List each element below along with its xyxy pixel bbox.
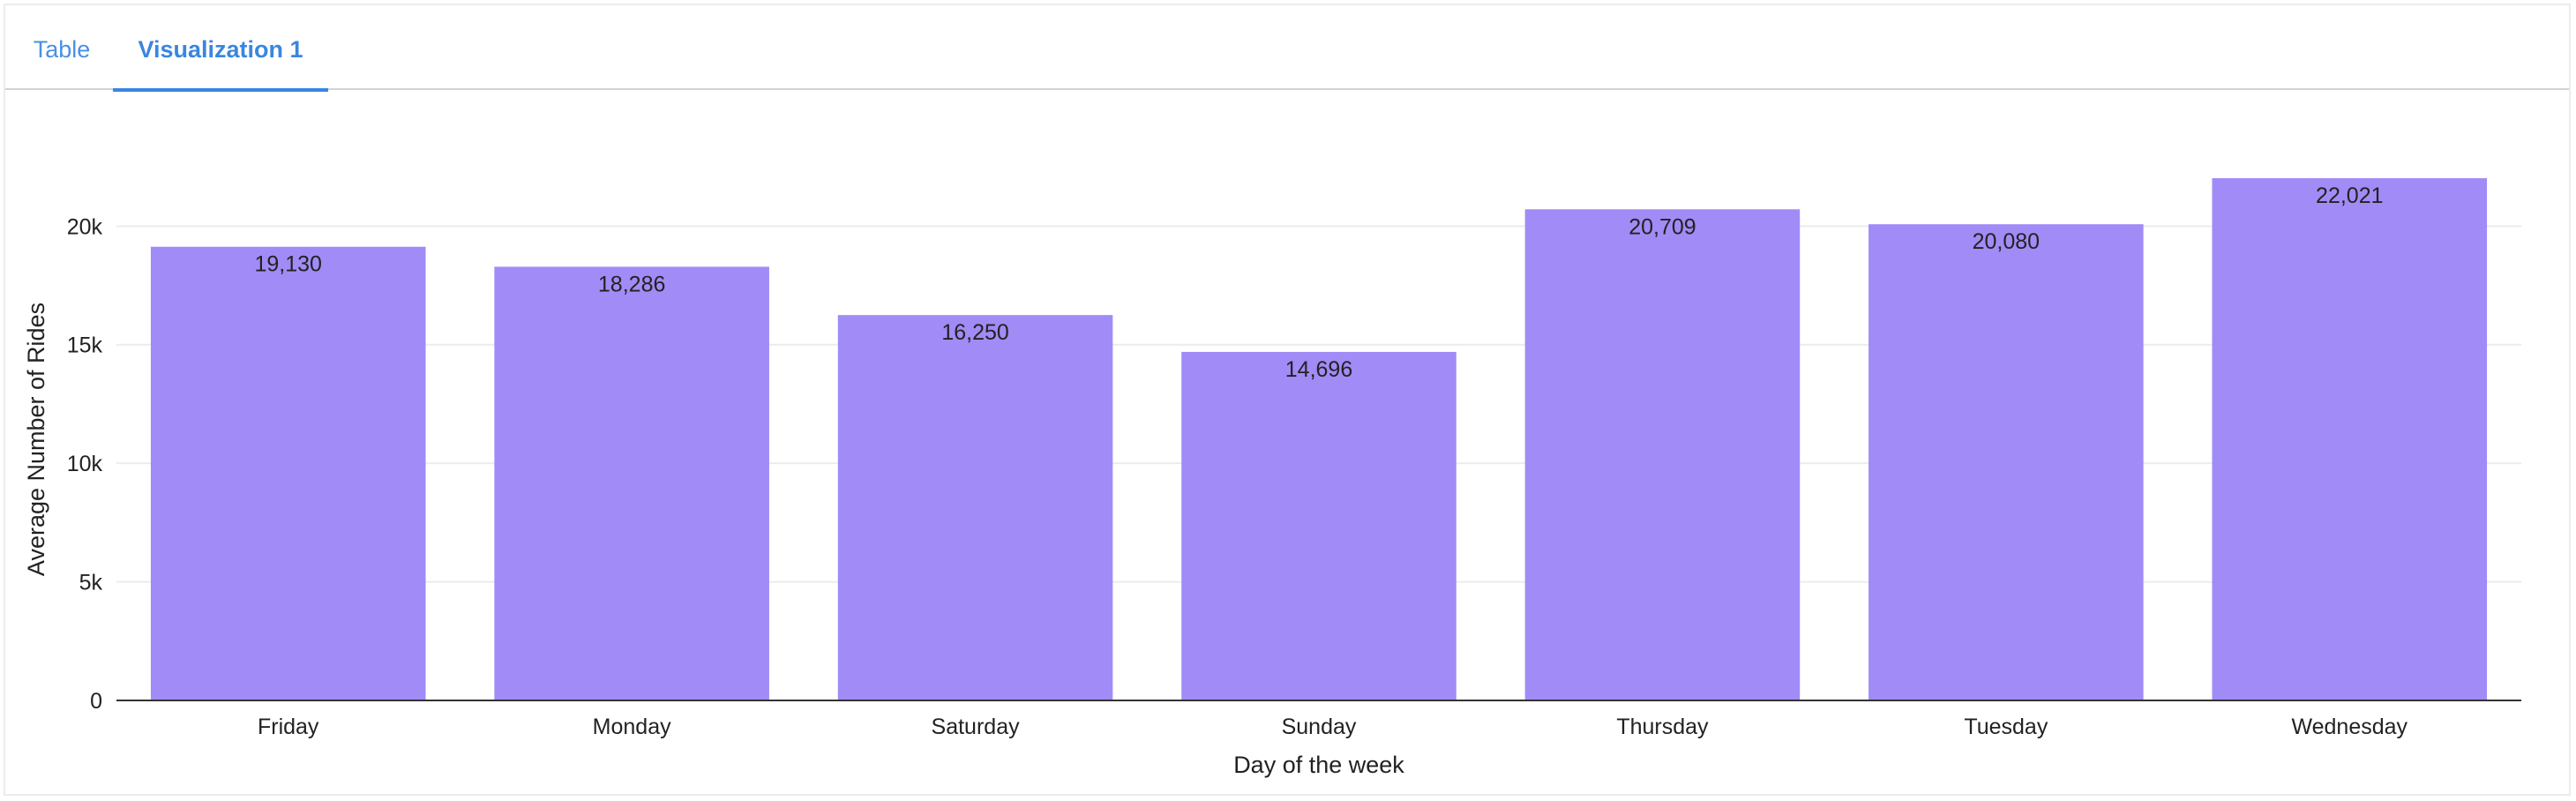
y-tick-label: 5k [79,571,103,595]
x-tick-label: Friday [258,715,319,739]
visualization-panel: Table Visualization 1 0 5k 10k 15k 20k 19,130… [4,4,2571,796]
data-label: 16,250 [941,320,1008,345]
x-tick-label: Thursday [1616,715,1709,739]
y-tick-label: 20k [67,214,103,239]
y-tick-label: 10k [67,452,103,476]
x-tick-label: Wednesday [2291,715,2408,739]
tab-table[interactable]: Table [33,36,91,63]
tab-visualization-1[interactable]: Visualization 1 [113,5,328,92]
x-tick-label: Monday [593,715,671,739]
data-label: 20,080 [1973,229,2040,254]
x-tick-label: Sunday [1282,715,1357,739]
bar-thursday [1524,209,1801,700]
x-tick-label: Saturday [932,715,1021,739]
x-tick-label: Tuesday [1964,715,2048,739]
bar-saturday [837,315,1113,700]
data-label: 22,021 [2316,183,2383,208]
y-axis-title: Average Number of Rides [23,303,49,576]
y-tick-label: 15k [67,333,103,358]
bar-friday [150,246,426,701]
bar-tuesday [1868,224,2144,701]
data-label: 20,709 [1629,214,1696,239]
bar-sunday [1181,351,1456,700]
data-label: 19,130 [254,252,321,277]
data-label: 18,286 [598,272,665,296]
chart-area: 0 5k 10k 15k 20k 19,130 Friday 18,286 Monday 16,2… [5,90,2569,794]
data-label: 14,696 [1285,357,1352,382]
tab-bar: Table Visualization 1 [5,5,2569,92]
bar-monday [494,266,769,700]
bar-wednesday [2212,178,2488,700]
x-axis-title: Day of the week [1233,752,1404,778]
y-tick-label: 0 [90,689,102,714]
bar-chart: 0 5k 10k 15k 20k 19,130 Friday 18,286 Monday 16,2… [23,178,2521,778]
